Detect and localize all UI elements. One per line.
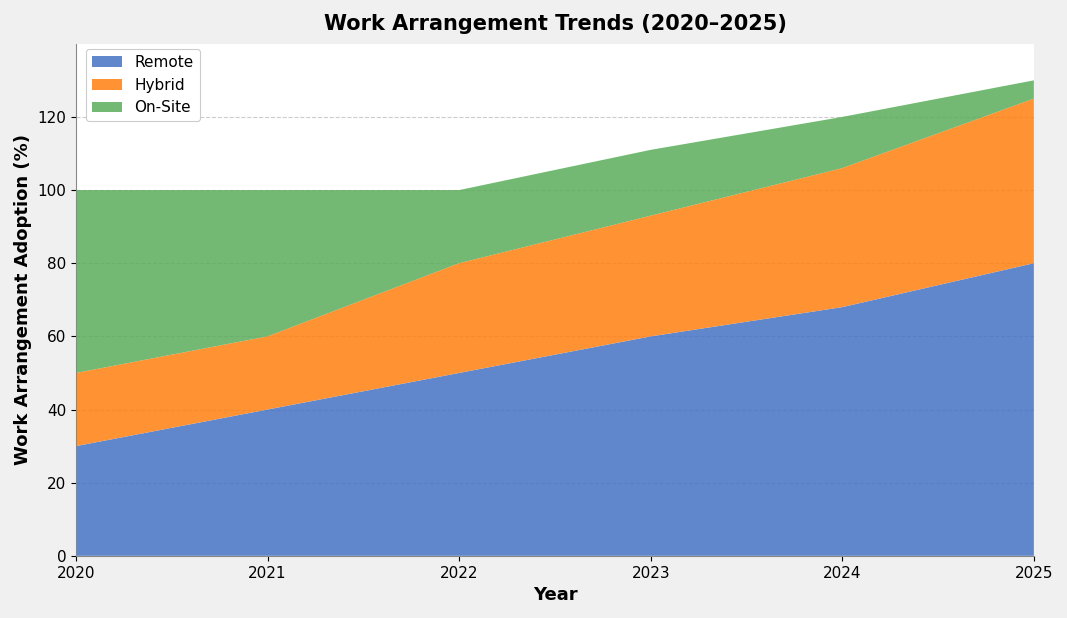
Title: Work Arrangement Trends (2020–2025): Work Arrangement Trends (2020–2025) xyxy=(323,14,786,34)
Y-axis label: Work Arrangement Adoption (%): Work Arrangement Adoption (%) xyxy=(14,134,32,465)
Legend: Remote, Hybrid, On-Site: Remote, Hybrid, On-Site xyxy=(85,49,200,121)
X-axis label: Year: Year xyxy=(532,586,577,604)
